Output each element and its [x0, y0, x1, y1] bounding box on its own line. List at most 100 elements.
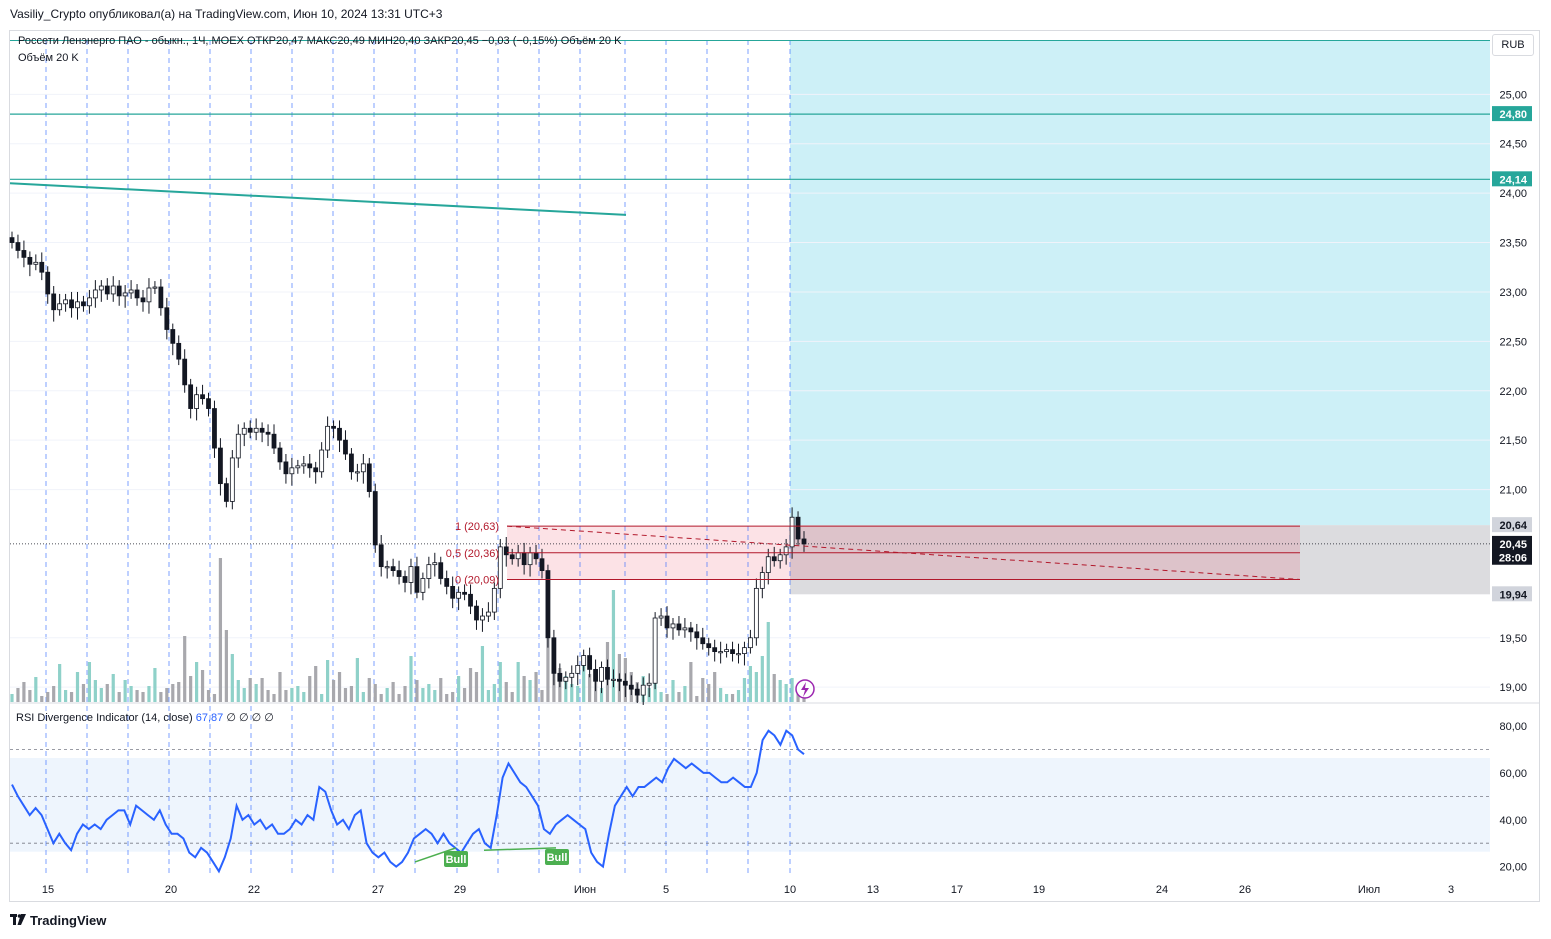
volume-bar	[177, 682, 181, 702]
volume-bar	[748, 666, 753, 702]
bull-label: Bull	[547, 852, 568, 864]
rsi-tick-label: 20,00	[1499, 862, 1527, 874]
volume-bar	[754, 672, 758, 702]
candle-body	[396, 570, 402, 577]
candle-body	[110, 285, 116, 295]
volume-bar	[224, 630, 228, 702]
candle-body	[688, 627, 694, 633]
candle-body	[611, 678, 616, 681]
volume-bar	[195, 662, 199, 702]
time-tick-label: 19	[1033, 884, 1045, 896]
volume-bar	[75, 672, 80, 702]
candle-body	[491, 587, 497, 613]
volume-bar	[403, 686, 407, 702]
candle-body	[402, 576, 408, 583]
candle-body	[765, 556, 771, 573]
candle-body	[57, 303, 63, 311]
candle-body	[712, 647, 718, 653]
candle-body	[92, 289, 98, 299]
volume-bar	[87, 662, 92, 702]
rsi-name: RSI Divergence Indicator (14, close)	[16, 712, 193, 724]
stop-zone	[790, 525, 1490, 595]
volume-bar	[784, 684, 788, 702]
candle-body	[51, 293, 57, 311]
volume-bar	[415, 680, 419, 702]
candle-body	[372, 491, 378, 546]
currency-button[interactable]: RUB	[1492, 34, 1534, 56]
volume-bar	[528, 680, 532, 702]
volume-inline: Объём 20 K	[560, 35, 622, 47]
candle-body	[229, 457, 235, 502]
candle-body	[700, 637, 706, 645]
fib-level-label: 0 (20,09)	[455, 574, 499, 586]
fib-level-label: 0,5 (20,36)	[446, 548, 499, 560]
tradingview-brand[interactable]: TradingView	[10, 913, 106, 928]
volume-bar	[724, 694, 729, 702]
candle-body	[545, 570, 551, 639]
candle-body	[331, 425, 336, 429]
volume-bar	[707, 684, 711, 702]
volume-bar	[147, 686, 151, 702]
candle-body	[730, 649, 735, 654]
bull-label: Bull	[446, 854, 467, 866]
volume-bar	[576, 686, 580, 702]
candle-body	[509, 554, 515, 560]
candle-body	[188, 384, 194, 409]
candle-body	[753, 587, 759, 639]
candle-body	[736, 653, 741, 656]
candle-body	[277, 447, 283, 463]
volume-bar	[99, 688, 103, 702]
volume-bar	[695, 696, 699, 702]
volume-bar	[677, 692, 681, 702]
volume-bar	[766, 622, 770, 702]
time-tick-label: Июн	[574, 884, 596, 896]
candle-body	[87, 297, 92, 307]
candle-body	[354, 471, 360, 474]
volume-bar	[290, 688, 294, 702]
candle-body	[801, 538, 807, 545]
volume-bar	[159, 692, 163, 702]
volume-bar	[421, 688, 425, 702]
candle-body	[265, 431, 271, 435]
candle-body	[212, 408, 217, 449]
candle-body	[69, 299, 74, 309]
time-tick-label: Июл	[1358, 884, 1380, 896]
candle-body	[140, 297, 146, 303]
candle-body	[599, 667, 604, 682]
volume-bar	[69, 692, 74, 702]
volume-bar	[314, 666, 318, 702]
price-axis-tag	[1492, 549, 1532, 565]
volume-bar	[34, 677, 38, 702]
volume-bar	[308, 676, 312, 702]
candle-body	[718, 651, 724, 654]
candle-body	[557, 672, 563, 682]
candle-body	[485, 611, 491, 617]
volume-bar	[379, 694, 383, 702]
price-axis-tag-label: 24,80	[1499, 109, 1527, 121]
candle-body	[164, 307, 170, 330]
candle-body	[295, 465, 301, 469]
candle-body	[748, 637, 753, 649]
volume-bar	[349, 686, 354, 702]
volume-bar	[230, 654, 234, 702]
candle-body	[337, 427, 342, 441]
candle-body	[63, 299, 68, 305]
volume-bar	[736, 690, 741, 702]
volume-bar	[522, 676, 526, 702]
volume-bar	[81, 684, 86, 702]
candle-body	[587, 655, 593, 670]
time-tick-label: 22	[248, 884, 260, 896]
volume-bar	[588, 674, 592, 702]
price-tick-label: 19,00	[1499, 682, 1527, 694]
candle-body	[104, 285, 110, 295]
volume-bar	[22, 682, 26, 702]
volume-bar	[212, 694, 217, 702]
price-tick-label: 21,00	[1499, 485, 1527, 497]
price-tick-label: 23,50	[1499, 238, 1527, 250]
candle-body	[539, 558, 545, 571]
volume-bar	[46, 692, 50, 702]
volume-bar	[373, 684, 377, 702]
time-tick-label: 29	[454, 884, 466, 896]
volume-bar	[302, 692, 306, 702]
